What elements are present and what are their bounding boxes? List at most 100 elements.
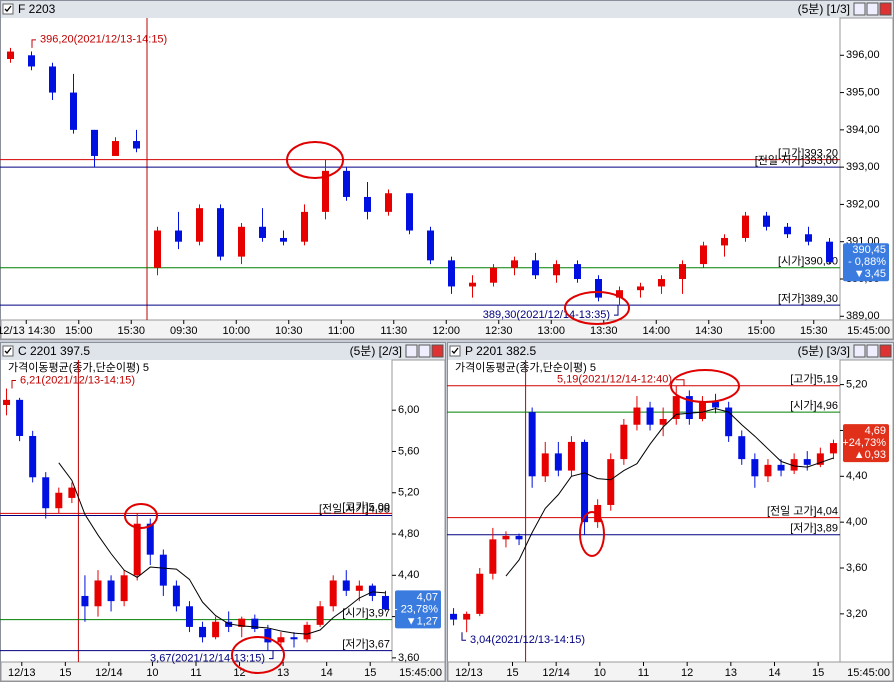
y-tick-label: 5,60 bbox=[398, 445, 419, 457]
y-tick-label: 4,40 bbox=[846, 470, 867, 482]
candle-body bbox=[476, 573, 484, 614]
candle-body bbox=[217, 208, 224, 257]
candle-body bbox=[725, 407, 733, 437]
title-bar bbox=[1, 343, 445, 360]
x-axis-area bbox=[0, 661, 446, 682]
candle-body bbox=[381, 595, 389, 610]
y-tick-label: 394,00 bbox=[846, 124, 880, 136]
title-bar bbox=[448, 343, 893, 360]
low-arrow bbox=[614, 305, 619, 316]
candle-body bbox=[658, 278, 665, 287]
x-tick-label: 12:30 bbox=[485, 325, 513, 337]
settings-button[interactable] bbox=[853, 2, 866, 16]
panel bbox=[0, 0, 894, 340]
candle-body bbox=[199, 626, 207, 638]
low-arrow bbox=[269, 650, 274, 660]
x-tick-label: 15 bbox=[506, 667, 518, 679]
close-button[interactable] bbox=[879, 344, 892, 358]
x-tick-label: 14:30 bbox=[695, 325, 723, 337]
candle-body bbox=[637, 286, 644, 291]
candle-body bbox=[146, 523, 154, 555]
candle-body bbox=[212, 621, 220, 638]
price-box-pct: - 0,88% bbox=[848, 256, 886, 268]
x-tick-label: 11:30 bbox=[380, 325, 407, 337]
highlight-ring bbox=[564, 291, 630, 325]
x-tick-label: 15 bbox=[59, 667, 71, 679]
candle-body bbox=[829, 443, 837, 454]
candle-body bbox=[511, 260, 518, 268]
level-label: [시가]3,97 bbox=[342, 607, 390, 620]
level-label: [전일 저가]4,98 bbox=[319, 501, 390, 515]
candle-body bbox=[112, 141, 119, 156]
candle-body bbox=[515, 535, 523, 540]
settings-button[interactable] bbox=[405, 344, 418, 358]
price-box bbox=[843, 243, 889, 282]
candle-body bbox=[264, 628, 272, 643]
candle-body bbox=[385, 193, 392, 212]
candle-body bbox=[172, 585, 180, 607]
candle-body bbox=[541, 453, 549, 477]
panel bbox=[0, 342, 446, 682]
candle-body bbox=[238, 226, 245, 257]
candle-body bbox=[81, 595, 89, 607]
candle-body bbox=[790, 459, 798, 471]
y-tick-label: 5,20 bbox=[398, 487, 419, 499]
y-tick-label: 389,00 bbox=[846, 310, 880, 322]
candle-body bbox=[343, 170, 350, 197]
x-tick-label: 10 bbox=[594, 667, 606, 679]
panel-interval: (5분) [2/3] bbox=[350, 344, 402, 358]
y-tick-label: 3,20 bbox=[846, 608, 867, 620]
price-box-pct: +24,73% bbox=[842, 437, 886, 449]
candle-body bbox=[469, 282, 476, 287]
maximize-button[interactable] bbox=[866, 2, 879, 16]
candle-body bbox=[685, 396, 693, 419]
panel-title: P 2201 382.5 bbox=[465, 344, 537, 358]
candle-body bbox=[777, 464, 785, 471]
close-button[interactable] bbox=[431, 344, 444, 358]
candle-body bbox=[489, 539, 497, 574]
level-label: [전일 고가]4,04 bbox=[767, 503, 838, 517]
candle-body bbox=[301, 211, 308, 242]
candle-body bbox=[107, 580, 115, 602]
price-box-price: 4,07 bbox=[417, 591, 438, 603]
candle-body bbox=[185, 606, 193, 627]
candle-body bbox=[764, 464, 772, 477]
candle-body bbox=[368, 585, 376, 596]
highlight-ring bbox=[286, 141, 344, 179]
candle-body bbox=[3, 399, 11, 406]
x-tick-label: 15:30 bbox=[117, 325, 145, 337]
highlight-ring bbox=[670, 369, 740, 403]
candle-body bbox=[316, 606, 324, 625]
x-tick-label: 12/13 bbox=[8, 667, 36, 679]
level-label: [고가]393,20 bbox=[778, 147, 838, 160]
price-box-pct: - 23,78% bbox=[394, 603, 438, 615]
high-arrow bbox=[676, 379, 685, 386]
panel-interval: (5분) [3/3] bbox=[798, 344, 850, 358]
x-tick-label: 12/13 14:30 bbox=[0, 325, 55, 337]
x-tick-label: 13:30 bbox=[590, 325, 618, 337]
candle-body bbox=[672, 396, 680, 419]
x-tick-label: 10:30 bbox=[275, 325, 303, 337]
y-axis-area bbox=[839, 359, 894, 663]
candle-body bbox=[659, 418, 667, 425]
clock: 15:45:00 bbox=[847, 667, 890, 679]
x-tick-label: 11:00 bbox=[328, 325, 355, 337]
candle-body bbox=[490, 267, 497, 283]
candle-body bbox=[698, 401, 706, 419]
candle-body bbox=[406, 193, 413, 231]
x-tick-label: 14 bbox=[321, 667, 333, 679]
x-tick-label: 12/14 bbox=[95, 667, 123, 679]
title-bar bbox=[1, 1, 893, 18]
maximize-button[interactable] bbox=[866, 344, 879, 358]
candle-body bbox=[607, 459, 615, 505]
settings-button[interactable] bbox=[853, 344, 866, 358]
maximize-button[interactable] bbox=[418, 344, 431, 358]
candle-body bbox=[196, 208, 203, 242]
candle-body bbox=[303, 624, 311, 640]
candle-body bbox=[805, 234, 812, 242]
candle-body bbox=[322, 170, 329, 212]
close-button[interactable] bbox=[879, 2, 892, 16]
x-tick-label: 15:00 bbox=[65, 325, 93, 337]
